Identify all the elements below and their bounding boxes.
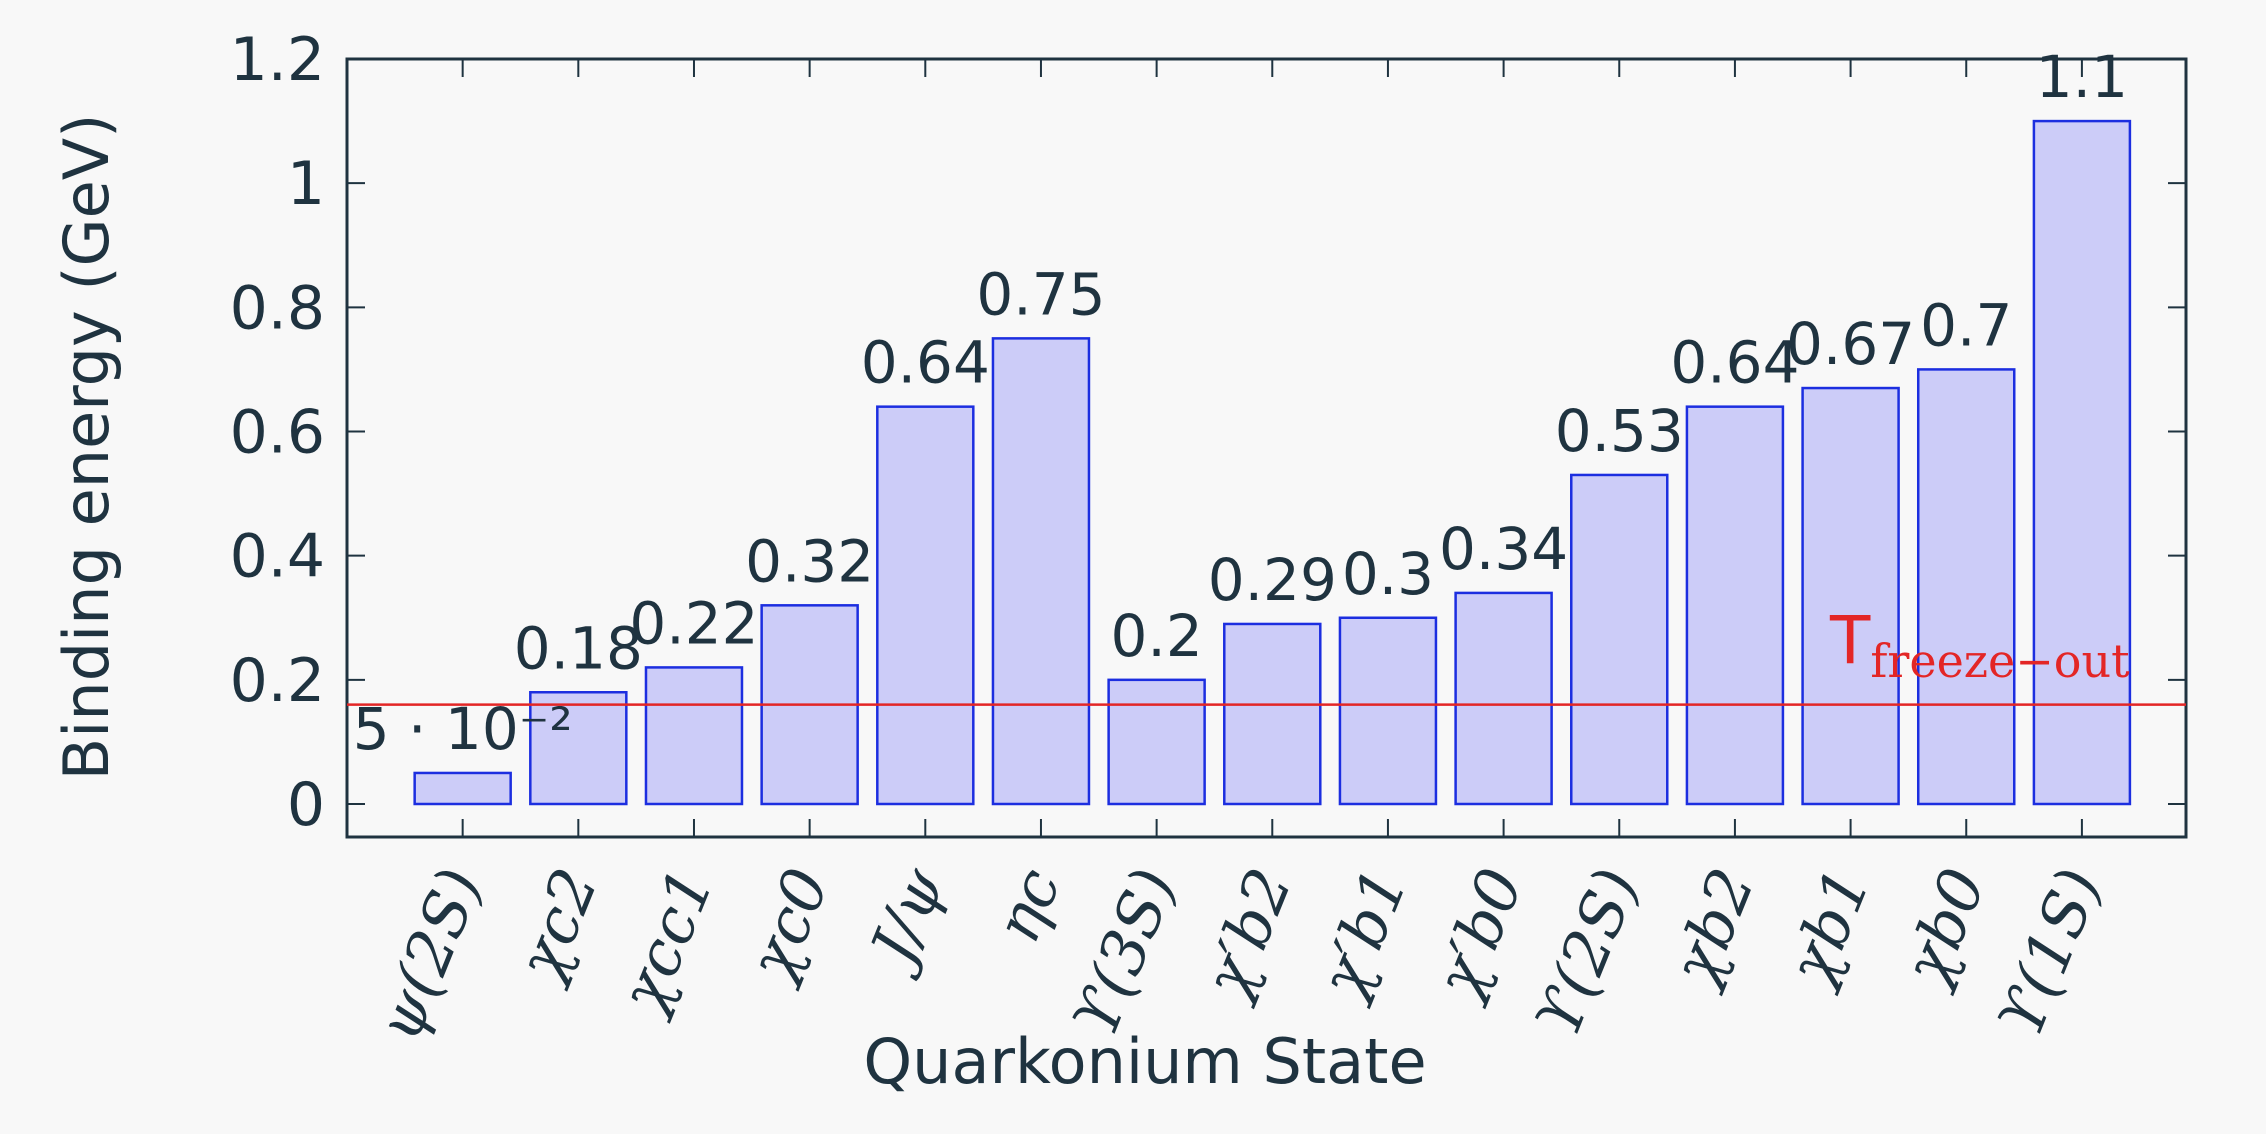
category-label: χc2 — [501, 858, 612, 993]
value-label: 1.1 — [2036, 43, 2128, 111]
bar-b0-9 — [1454, 591, 1553, 806]
bar-b2-7 — [1223, 622, 1322, 806]
value-label: 0.53 — [1555, 397, 1684, 465]
category-label: χb0 — [1887, 858, 2000, 997]
category-label: J/ψ — [852, 857, 960, 983]
bar-2s-10 — [1570, 473, 1669, 806]
category-label: χcc1 — [604, 858, 728, 1025]
bar-b0-13 — [1916, 368, 2016, 806]
category-label: ϒ(2S) — [1521, 858, 1653, 1046]
bar-2s-0 — [413, 771, 512, 806]
value-label: 0.64 — [861, 329, 990, 397]
bar-j-4 — [876, 405, 975, 806]
y-tick-label: 1.2 — [230, 25, 325, 95]
bar-series — [413, 119, 2132, 806]
bar-3s-6 — [1107, 678, 1206, 806]
x-axis-ticks — [461, 59, 2083, 837]
value-label: 0.34 — [1439, 515, 1568, 583]
y-tick-label: 1 — [287, 149, 325, 219]
data-labels: 5 · 10⁻²0.180.220.320.640.750.20.29 0.3 0.… — [353, 43, 2128, 763]
y-axis-title: Binding energy (GeV) — [50, 114, 123, 781]
category-label: ϒ(3S) — [1058, 858, 1190, 1046]
category-label: χ′b0 — [1419, 858, 1537, 1010]
y-tick-label: 0.6 — [230, 398, 325, 468]
value-label: 0.29 — [1208, 546, 1337, 614]
plot-frame — [345, 57, 2188, 839]
category-label: χb2 — [1656, 858, 1769, 997]
y-tick-label: 0.2 — [230, 646, 325, 716]
value-label: 0.2 — [1110, 602, 1202, 670]
category-label: ϒ(1S) — [1983, 858, 2115, 1046]
category-label: χ′b2 — [1188, 858, 1306, 1010]
category-label: ηc — [980, 858, 1075, 952]
value-label: 5 · 10⁻² — [353, 695, 573, 763]
freeze-out-reference: Tfreeze−out — [347, 602, 2186, 706]
category-label: ψ(2S) — [362, 858, 497, 1051]
category-label: χb1 — [1772, 858, 1885, 997]
y-axis-ticks: 0 0.2 0.4 0.6 0.8 1 1.2 — [230, 25, 2186, 840]
x-axis-title: Quarkonium State — [863, 1025, 1426, 1098]
value-label: 0.22 — [629, 589, 758, 657]
value-label: 0.32 — [745, 527, 874, 595]
value-label: 0.64 — [1670, 329, 1799, 397]
value-label: 0.3 — [1342, 540, 1434, 608]
bar-b1-8 — [1338, 616, 1438, 806]
value-label: 0.67 — [1786, 310, 1915, 378]
value-label: 0.7 — [1920, 291, 2012, 359]
bar-b1-12 — [1801, 386, 1900, 806]
value-label: 0.18 — [514, 614, 643, 682]
bar-cc1-2 — [644, 666, 744, 806]
freeze-out-label: Tfreeze−out — [1829, 602, 2130, 688]
y-tick-label: 0.4 — [230, 522, 325, 592]
value-label: 0.75 — [976, 260, 1105, 328]
y-tick-label: 0.8 — [230, 273, 325, 343]
bar-b2-11 — [1685, 405, 1785, 806]
y-tick-label: 0 — [287, 770, 325, 840]
bar-c2-1 — [529, 691, 628, 806]
category-label: χ′b1 — [1304, 858, 1422, 1010]
bar-1s-14 — [2032, 119, 2132, 806]
bar-c-5 — [991, 337, 1091, 806]
category-label: χc0 — [733, 858, 844, 993]
